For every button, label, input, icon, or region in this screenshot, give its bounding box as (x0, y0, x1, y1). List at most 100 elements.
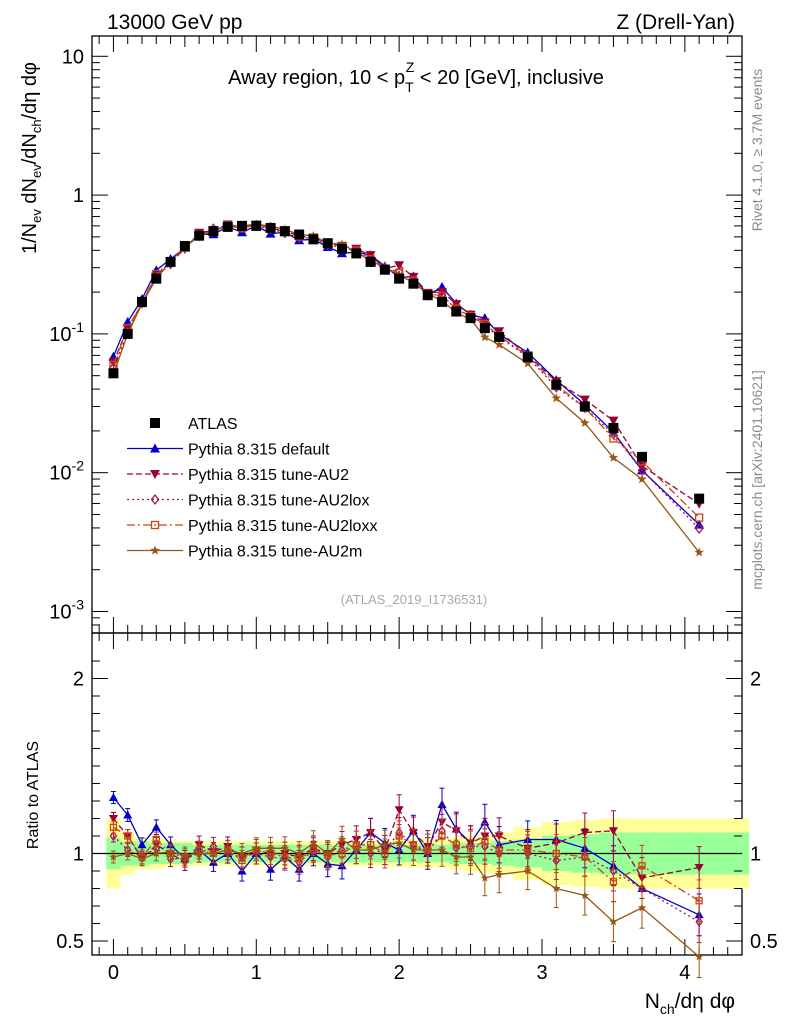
ratio-point-pythia-8-315-tune-au2m (194, 849, 204, 858)
ratio-point-pythia-8-315-tune-au2m (109, 852, 118, 861)
ratio-point-pythia-8-315-tune-au2m (480, 873, 490, 882)
ratio-point-pythia-8-315-tune-au2m (323, 849, 332, 858)
atlas-point (465, 313, 476, 324)
point-pythia-8-315-tune-au2 (608, 416, 619, 426)
atlas-point (637, 451, 647, 462)
legend: ATLAS Pythia 8.315 default Pythia 8.315 tu… (127, 416, 377, 561)
x-tick-label: 0 (108, 962, 119, 984)
atlas-point (137, 296, 147, 307)
point-pythia-8-315-tune-au2m (480, 332, 490, 342)
legend-label-pythia-8-315-default: Pythia 8.315 default (188, 442, 330, 459)
ratio-point-pythia-8-315-tune-au2m (137, 854, 147, 863)
legend-marker-pythia-8-315-tune-au2lox (150, 493, 160, 506)
ratio-point-pythia-8-315-tune-au2 (608, 827, 618, 836)
atlas-point (551, 379, 562, 390)
legend-marker-pythia-8-315-tune-au2loxx (150, 520, 160, 530)
ratio-point-pythia-8-315-tune-au2m (409, 845, 418, 854)
atlas-point (479, 323, 490, 334)
ratio-point-pythia-8-315-default (137, 840, 147, 849)
ratio-point-pythia-8-315-tune-au2m (366, 845, 375, 854)
ratio-point-pythia-8-315-tune-au2m (380, 840, 390, 849)
ratio-line-pythia-8-315-tune-au2m (113, 838, 700, 958)
atlas-point (437, 296, 447, 307)
atlas-point (194, 230, 205, 241)
chart-title-sub: T (405, 79, 414, 95)
ratio-point-pythia-8-315-tune-au2loxx (695, 897, 703, 905)
atlas-point (279, 226, 290, 237)
header-left: 13000 GeV pp (107, 11, 242, 34)
ratio-point-pythia-8-315-tune-au2m (266, 843, 275, 852)
x-axis-title: Nch/dη dφ (645, 990, 735, 1017)
atlas-point (237, 220, 247, 231)
atlas-point (608, 422, 619, 433)
ratio-point-pythia-8-315-tune-au2loxx (552, 849, 560, 858)
ratio-point-pythia-8-315-default (266, 864, 276, 873)
ratio-point-pythia-8-315-tune-au2m (123, 849, 132, 858)
y-axis-title: 1/Nev dNev/dNch/dη dφ (19, 62, 44, 254)
ratio-point-pythia-8-315-tune-au2m (423, 845, 432, 854)
series-line-pythia-8-315-tune-au2 (112, 223, 700, 505)
y-tick-label-exp: -2 (72, 458, 85, 474)
ratio-point-pythia-8-315-tune-au2m (352, 845, 361, 854)
ratio-point-pythia-8-315-tune-au2loxx (609, 877, 618, 886)
point-pythia-8-315-tune-au2loxx (609, 434, 618, 443)
atlas-point (579, 401, 590, 412)
ratio-point-pythia-8-315-tune-au2m (237, 849, 247, 858)
x-tick-label: 1 (251, 962, 262, 984)
ratio-tick-label: 0.5 (56, 931, 84, 953)
x-tick-label: 3 (536, 962, 547, 984)
series-line-pythia-8-315-tune-au2m (112, 223, 700, 553)
atlas-point (451, 306, 462, 317)
point-pythia-8-315-tune-au2m (608, 452, 619, 462)
ratio-point-pythia-8-315-tune-au2m (309, 838, 318, 847)
ratio-point-pythia-8-315-tune-au2m (209, 849, 218, 858)
atlas-point (422, 290, 433, 301)
point-pythia-8-315-tune-au2m (494, 339, 504, 349)
ratio-point-pythia-8-315-tune-au2m (180, 850, 190, 859)
y-tick-label: 10-2 (49, 458, 84, 485)
atlas-point (308, 234, 319, 245)
ratio-point-pythia-8-315-tune-au2m (166, 847, 175, 856)
y-tick-label-exp: -3 (72, 596, 85, 612)
atlas-point (408, 278, 419, 289)
ratio-line-pythia-8-315-tune-au2 (112, 808, 700, 879)
ratio-point-pythia-8-315-tune-au2 (108, 815, 118, 823)
ratio-point-pythia-8-315-tune-au2lox (166, 853, 175, 864)
ratio-point-pythia-8-315-tune-au2m (437, 845, 447, 854)
ratio-point-pythia-8-315-default (108, 793, 118, 801)
legend-label-pythia-8-315-tune-au2m: Pythia 8.315 tune-AU2m (188, 544, 362, 561)
x-tick-label: 2 (394, 962, 405, 984)
ratio-point-pythia-8-315-tune-au2m (494, 870, 504, 879)
main-panel: 10-3 10-2 10-1 1 10 (49, 35, 743, 956)
ratio-point-pythia-8-315-tune-au2m (552, 884, 561, 893)
ratio-point-pythia-8-315-tune-au2lox (109, 830, 118, 842)
chart-title-sup: Z (406, 59, 415, 75)
atlas-point (265, 222, 276, 233)
point-pythia-8-315-tune-au2lox (694, 522, 704, 535)
atlas-point (351, 248, 362, 259)
legend-marker-pythia-8-315-default (150, 443, 160, 453)
ratio-tick-label-right: 1 (750, 844, 761, 866)
ratio-point-pythia-8-315-tune-au2m (223, 845, 232, 854)
legend-marker-pythia-8-315-tune-au2 (150, 470, 160, 479)
ratio-point-pythia-8-315-tune-au2 (580, 829, 590, 837)
ratio-point-pythia-8-315-tune-au2loxx (124, 832, 132, 840)
ratio-point-pythia-8-315-tune-au2m (580, 891, 590, 900)
atlas-point (322, 238, 333, 249)
y-tick-label: 10-3 (49, 596, 84, 623)
atlas-point (251, 220, 262, 231)
point-pythia-8-315-tune-au2loxx (694, 513, 704, 522)
atlas-point (379, 264, 390, 275)
atlas-point (365, 256, 376, 267)
ratio-point-pythia-8-315-tune-au2loxx (481, 837, 489, 845)
ratio-point-pythia-8-315-tune-au2m (252, 843, 261, 852)
ratio-point-pythia-8-315-tune-au2m (452, 852, 461, 861)
ratio-point-pythia-8-315-tune-au2m (466, 852, 475, 861)
atlas-point (179, 240, 190, 251)
ratio-point-pythia-8-315-tune-au2m (294, 849, 304, 858)
point-pythia-8-315-tune-au2 (579, 395, 590, 405)
atlas-point (394, 273, 405, 284)
legend-label-pythia-8-315-tune-au2: Pythia 8.315 tune-AU2 (188, 467, 349, 484)
ratio-point-pythia-8-315-default (151, 822, 161, 831)
